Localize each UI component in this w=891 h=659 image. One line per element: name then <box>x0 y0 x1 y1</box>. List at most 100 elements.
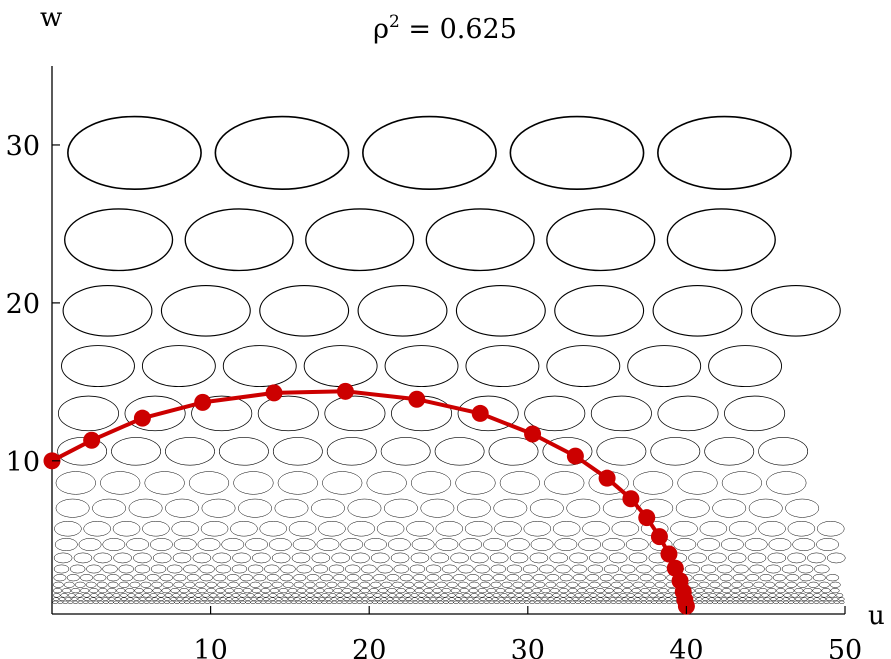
ellipse-mark <box>315 588 325 594</box>
ellipse-mark <box>578 581 589 588</box>
ellipse-mark <box>253 574 267 582</box>
ellipse-mark <box>359 581 371 588</box>
ellipse-mark <box>468 581 480 588</box>
ellipse-mark <box>66 574 80 582</box>
ellipse-mark <box>311 498 345 518</box>
ellipse-mark <box>250 597 258 601</box>
ellipse-mark <box>157 593 165 598</box>
ellipse-mark <box>362 115 497 190</box>
ellipse-mark <box>151 581 163 588</box>
ellipse-mark <box>161 588 171 594</box>
ellipse-mark <box>281 597 288 601</box>
ellipse-mark <box>160 284 251 337</box>
ellipse-mark <box>539 564 555 574</box>
ellipse-mark <box>399 597 406 601</box>
ellipse-mark <box>652 597 660 601</box>
ellipse-mark <box>749 564 765 574</box>
ellipse-mark <box>702 600 708 604</box>
ellipse-mark <box>541 597 548 601</box>
x-tick-label: 30 <box>511 635 545 659</box>
ellipse-mark <box>311 600 317 604</box>
ellipse-mark <box>187 593 195 598</box>
ellipse-mark <box>479 574 493 582</box>
ellipse-mark <box>578 538 602 551</box>
ellipse-mark <box>554 284 645 337</box>
ellipse-mark <box>80 588 90 594</box>
ellipse-mark <box>321 600 327 604</box>
ellipse-mark <box>217 581 228 588</box>
ellipse-mark <box>768 538 792 551</box>
ellipse-mark <box>299 593 307 598</box>
chart-title: ρ2 = 0.625 <box>373 12 517 45</box>
ellipse-mark <box>694 593 702 598</box>
ellipse-mark <box>319 574 333 582</box>
ellipse-mark <box>708 597 715 601</box>
ellipse-mark <box>609 597 616 601</box>
ellipse-mark <box>792 538 816 551</box>
ellipse-mark <box>612 593 620 598</box>
ellipse-mark <box>626 574 640 582</box>
ellipse-mark <box>494 521 522 537</box>
ellipse-mark <box>580 600 586 604</box>
ellipse-mark <box>313 593 322 598</box>
ellipse-mark <box>712 588 723 594</box>
ellipse-mark <box>535 597 542 601</box>
ellipse-mark <box>450 552 469 564</box>
ellipse-mark <box>516 597 523 601</box>
ellipse-mark <box>544 593 553 598</box>
ellipse-mark <box>380 437 431 466</box>
ellipse-mark <box>67 600 74 604</box>
ellipse-mark <box>717 564 733 574</box>
ellipse-mark <box>631 588 641 594</box>
ellipse-mark <box>301 600 307 604</box>
ellipse-mark <box>473 600 480 604</box>
ellipse-mark <box>275 597 282 601</box>
ellipse-mark <box>813 593 821 598</box>
ellipse-mark <box>490 564 507 574</box>
ellipse-mark <box>362 597 369 601</box>
ellipse-mark <box>797 564 814 574</box>
ellipse-mark <box>328 593 337 598</box>
ellipse-mark <box>133 597 140 601</box>
ellipse-mark <box>821 588 831 594</box>
ellipse-mark <box>794 588 804 594</box>
ellipse-mark <box>590 600 596 604</box>
ellipse-mark <box>341 600 348 604</box>
ellipse-mark <box>826 552 846 564</box>
ellipse-mark <box>318 597 326 601</box>
ellipse-mark <box>425 581 436 588</box>
ellipse-mark <box>293 574 307 582</box>
ellipse-mark <box>172 593 180 598</box>
ellipse-mark <box>173 574 187 582</box>
ellipse-mark <box>568 588 578 594</box>
ellipse-mark <box>366 471 407 495</box>
ellipse-mark <box>495 588 506 594</box>
ellipse-mark <box>492 597 499 601</box>
ellipse-mark <box>134 588 144 594</box>
ellipse-mark <box>160 574 173 582</box>
ellipse-mark <box>634 597 641 601</box>
ellipse-mark <box>191 395 253 432</box>
ellipse-mark <box>459 538 483 551</box>
ellipse-mark <box>428 600 434 604</box>
ellipse-mark <box>489 600 495 604</box>
ellipse-mark <box>670 521 698 537</box>
ellipse-mark <box>733 597 740 601</box>
ellipse-mark <box>514 600 520 604</box>
ellipse-mark <box>731 588 741 594</box>
ellipse-mark <box>303 345 378 388</box>
ellipse-mark <box>133 574 147 582</box>
ellipse-mark <box>433 593 441 598</box>
ellipse-mark <box>126 538 149 551</box>
ellipse-mark <box>213 574 227 582</box>
ellipse-mark <box>778 600 784 604</box>
ellipse-mark <box>758 521 786 537</box>
ellipse-mark <box>280 600 287 604</box>
ellipse-mark <box>798 600 804 604</box>
data-point <box>524 425 542 443</box>
ellipse-mark <box>530 593 538 598</box>
ellipse-mark <box>733 564 749 574</box>
ellipse-mark <box>522 564 539 574</box>
ellipse-mark <box>829 600 835 604</box>
ellipse-mark <box>269 538 292 551</box>
